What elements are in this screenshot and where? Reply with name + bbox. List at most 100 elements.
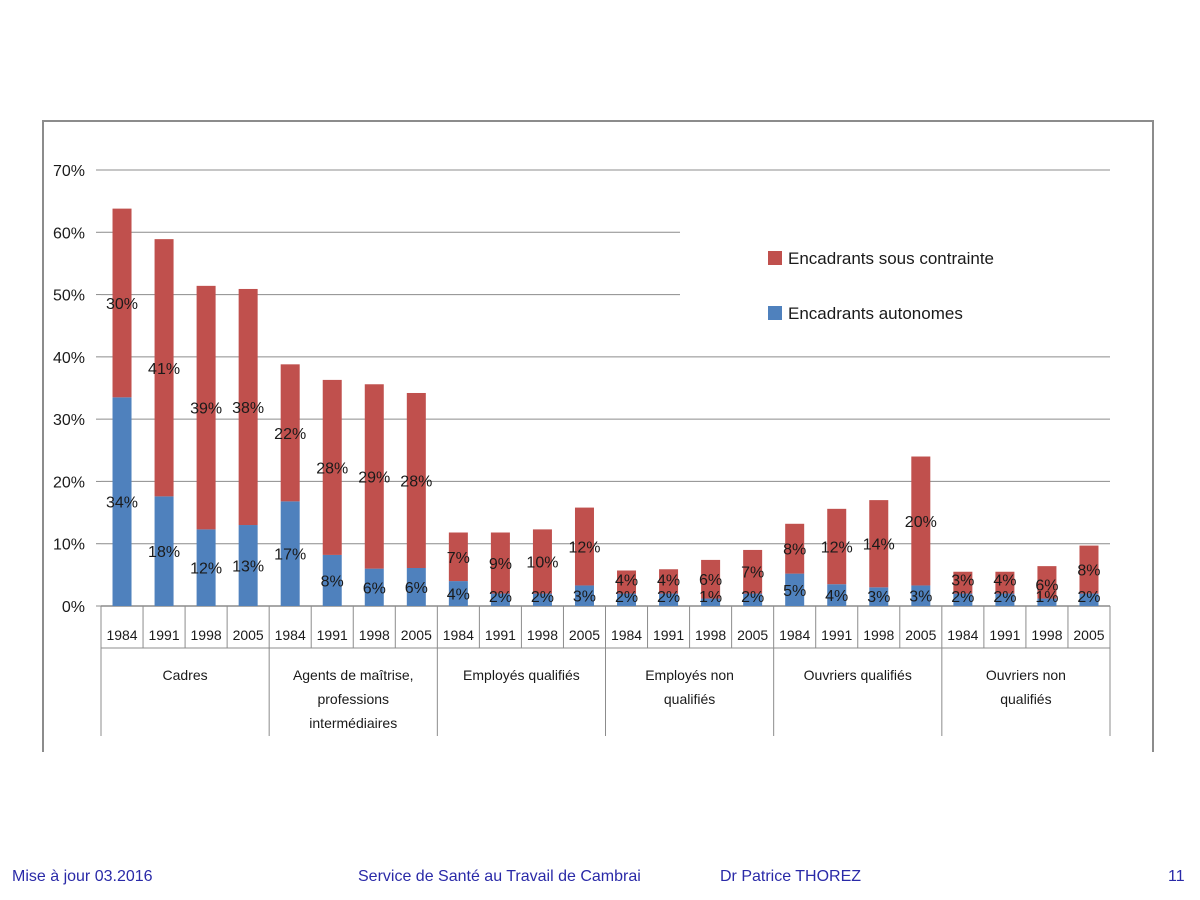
data-label-contrainte: 4% [993,573,1016,590]
chart-frame [42,120,1154,752]
group-label: Employés non [645,667,734,683]
data-label-contrainte: 7% [447,550,470,567]
legend-swatch [768,251,782,265]
bar-autonomes [1037,598,1057,606]
data-label-contrainte: 22% [274,426,306,443]
y-tick-label: 10% [53,537,85,554]
year-label: 1984 [779,627,810,643]
group-label: Ouvriers non [986,667,1066,683]
bar-autonomes [364,568,384,606]
data-label-autonomes: 2% [951,589,974,606]
y-tick-label: 20% [53,474,85,491]
bar-autonomes [448,581,468,606]
year-label: 1984 [106,627,137,643]
year-label: 2005 [1073,627,1104,643]
data-label-contrainte: 41% [148,361,180,378]
data-label-autonomes: 6% [405,580,428,597]
bar-contrainte [532,529,552,594]
data-label-contrainte: 10% [526,554,558,571]
y-tick-label: 50% [53,288,85,305]
data-label-contrainte: 9% [489,556,512,573]
year-label: 1991 [821,627,852,643]
data-label-contrainte: 28% [400,473,432,490]
y-tick-label: 40% [53,350,85,367]
bar-autonomes [785,573,805,606]
bar-autonomes [406,568,426,606]
data-label-contrainte: 8% [1077,563,1100,580]
bars [112,208,1099,606]
bar-contrainte [785,523,805,574]
data-label-autonomes: 2% [489,589,512,606]
bar-autonomes [869,587,889,606]
bar-contrainte [869,500,889,588]
bar-contrainte [238,288,258,526]
footer-organization: Service de Santé au Travail de Cambrai [358,868,641,885]
data-label-contrainte: 38% [232,400,264,417]
data-label-autonomes: 13% [232,559,264,576]
data-label-autonomes: 2% [657,589,680,606]
year-label: 1991 [317,627,348,643]
data-label-autonomes: 3% [867,589,890,606]
data-label-autonomes: 17% [274,547,306,564]
group-label: Cadres [163,667,208,683]
data-label-contrainte: 30% [106,296,138,313]
bar-autonomes [532,593,552,606]
category-axis-table: 1984 1991 1998 2005 Cadres 1984 1991 1998 2005 Ag… [100,606,1111,736]
data-label-contrainte: 20% [905,514,937,531]
year-label: 1991 [653,627,684,643]
bar-contrainte [112,208,132,398]
year-label: 1984 [443,627,474,643]
bar-autonomes [154,496,174,606]
data-label-autonomes: 6% [363,580,386,597]
group-label: intermédiaires [309,715,397,731]
data-label-autonomes: 2% [993,589,1016,606]
footer-update-date: Mise à jour 03.2016 [12,868,153,885]
year-label: 1998 [1031,627,1062,643]
bar-contrainte [911,456,931,586]
data-label-autonomes: 1% [1035,589,1058,606]
data-label-contrainte: 6% [699,572,722,589]
data-label-autonomes: 34% [106,495,138,512]
year-label: 1984 [275,627,306,643]
year-label: 2005 [737,627,768,643]
bar-autonomes [322,554,342,606]
data-label-contrainte: 4% [615,573,638,590]
data-label-autonomes: 3% [909,589,932,606]
year-label: 2005 [401,627,432,643]
bar-contrainte [1079,545,1099,594]
year-label: 1998 [359,627,390,643]
bar-autonomes [995,593,1015,606]
year-label: 2005 [905,627,936,643]
data-label-autonomes: 1% [699,589,722,606]
bar-contrainte [490,532,510,594]
legend-swatch [768,306,782,320]
data-label-contrainte: 12% [568,540,600,557]
bar-contrainte [617,570,637,594]
bar-autonomes [490,593,510,606]
data-label-autonomes: 2% [741,589,764,606]
data-label-autonomes: 2% [615,589,638,606]
group-label: Ouvriers qualifiés [804,667,912,683]
data-label-autonomes: 3% [573,589,596,606]
data-label-contrainte: 8% [783,542,806,559]
group-label: professions [317,691,389,707]
data-label-autonomes: 4% [825,588,848,605]
data-label-autonomes: 2% [1077,589,1100,606]
y-tick-label: 0% [62,599,85,616]
legend-label: Encadrants sous contrainte [788,249,994,268]
legend-background [680,225,1112,343]
bar-autonomes [659,593,679,606]
group-label: Employés qualifiés [463,667,580,683]
bar-contrainte [364,384,384,569]
bar-autonomes [953,593,973,606]
bar-contrainte [701,559,721,599]
bar-autonomes [196,529,216,606]
bar-autonomes [911,585,931,606]
year-label: 1991 [989,627,1020,643]
bar-autonomes [1079,593,1099,606]
bar-autonomes [701,598,721,606]
bar-autonomes [743,593,763,606]
data-label-contrainte: 39% [190,401,222,418]
gridlines [101,169,1110,545]
